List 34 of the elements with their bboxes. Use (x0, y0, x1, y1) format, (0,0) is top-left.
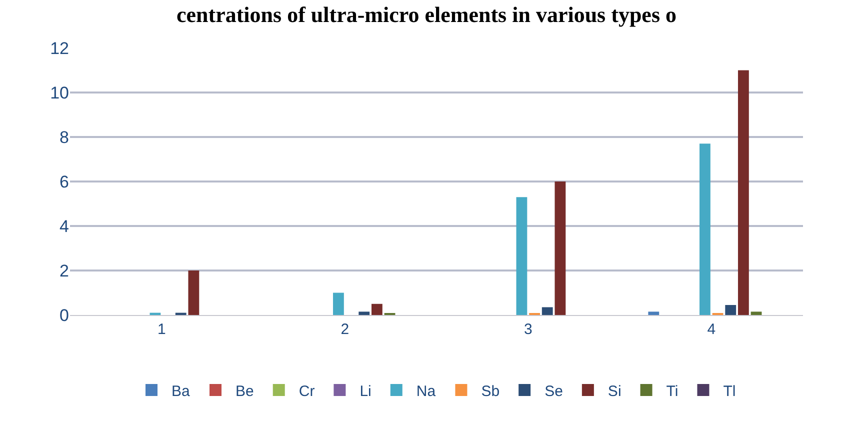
y-tick-label: 8 (60, 128, 69, 147)
legend-label: Cr (298, 382, 315, 400)
legend-label: Ba (172, 382, 191, 400)
y-tick-label: 4 (60, 216, 69, 236)
legend-label: Si (608, 382, 622, 400)
legend-label: Na (416, 382, 436, 400)
bar (725, 304, 736, 315)
bar (700, 144, 710, 315)
legend-label: Be (236, 382, 254, 400)
y-tick-label: 0 (60, 306, 69, 325)
bar (648, 312, 660, 315)
x-tick-label: 2 (340, 321, 350, 338)
x-tick-label: 1 (157, 321, 166, 338)
legend-label: Sb (481, 382, 500, 400)
legend-label: Se (544, 382, 563, 400)
bar (542, 307, 553, 315)
x-tick-label: 3 (524, 321, 532, 338)
legend-label: Ti (666, 382, 678, 400)
bar (738, 70, 749, 315)
bar (333, 292, 344, 315)
bar (188, 270, 200, 315)
bar (371, 304, 382, 315)
bar (554, 182, 566, 315)
bar (358, 312, 370, 315)
bar (516, 197, 528, 315)
bar (750, 312, 762, 315)
y-tick-label: 2 (60, 261, 69, 280)
y-tick-label: 10 (50, 83, 69, 102)
x-tick-label: 4 (707, 321, 716, 338)
y-tick-label: 6 (60, 172, 69, 192)
chart-title: centrations of ultra-micro elements in various types o (176, 2, 677, 27)
legend-label: Tl (723, 382, 736, 400)
y-tick-label: 12 (50, 38, 69, 58)
legend-label: Li (360, 382, 372, 400)
